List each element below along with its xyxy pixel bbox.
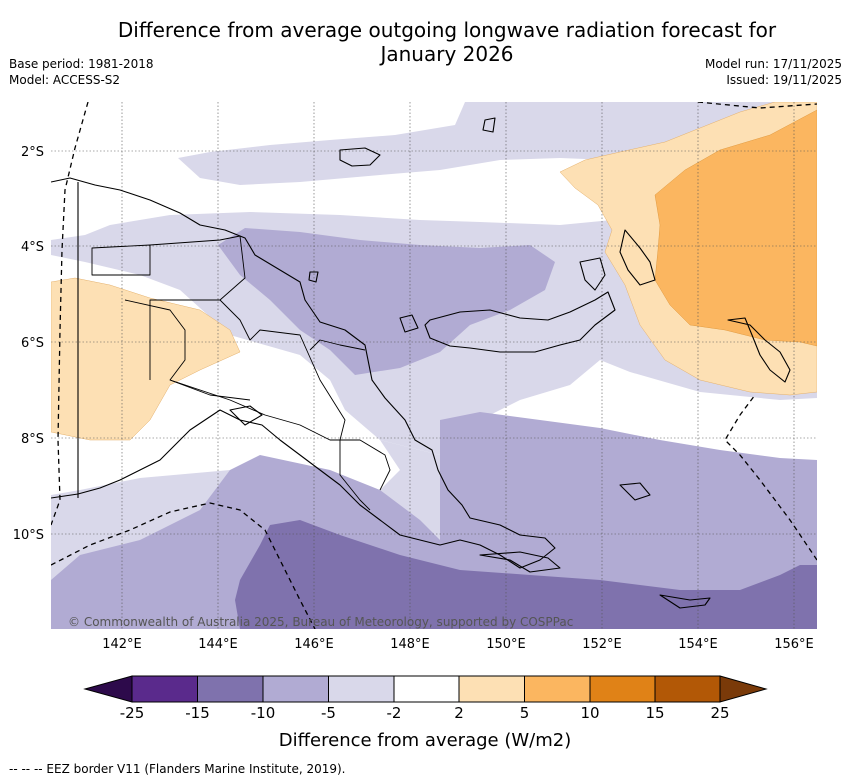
band-neg15-neg10 bbox=[235, 520, 817, 629]
colorbar-tick: 25 bbox=[710, 704, 730, 722]
lat-label: 4°S bbox=[21, 240, 44, 255]
lon-label: 148°E bbox=[390, 637, 430, 652]
meta-right: Model run: 17/11/2025 Issued: 19/11/2025 bbox=[705, 56, 842, 88]
colorbar-tick: 15 bbox=[645, 704, 665, 722]
title-line-2: January 2026 bbox=[380, 42, 514, 66]
model-run: Model run: 17/11/2025 bbox=[704, 57, 842, 71]
band-neg10-neg5-central bbox=[218, 228, 555, 375]
colorbar-tick: -10 bbox=[250, 704, 276, 722]
colorbar-segment bbox=[524, 675, 591, 703]
colorbar-tick: 10 bbox=[580, 704, 600, 722]
colorbar-tick: -2 bbox=[386, 704, 402, 722]
colorbar-tick: -15 bbox=[185, 704, 210, 722]
model-name: Model: ACCESS-S2 bbox=[9, 73, 121, 87]
lat-labels: 2°S 4°S 6°S 8°S 10°S bbox=[13, 145, 44, 543]
colorbar bbox=[83, 675, 768, 703]
colorbar-label: Difference from average (W/m2) bbox=[278, 730, 572, 751]
colorbar-arrow-high bbox=[719, 675, 768, 703]
colorbar-tick: 2 bbox=[454, 704, 464, 722]
lat-label: 8°S bbox=[21, 432, 44, 447]
colorbar-segment bbox=[197, 675, 264, 703]
lat-label: 10°S bbox=[13, 528, 44, 543]
lon-label: 150°E bbox=[486, 637, 526, 652]
eez-footnote: -- -- -- EEZ border V11 (Flanders Marine… bbox=[9, 762, 346, 776]
colorbar-segment bbox=[131, 675, 198, 703]
lon-label: 156°E bbox=[774, 637, 814, 652]
lon-label: 146°E bbox=[294, 637, 334, 652]
band-neutral-north bbox=[51, 102, 640, 240]
meta-left: Base period: 1981-2018 Model: ACCESS-S2 bbox=[9, 56, 154, 88]
colorbar-segment bbox=[458, 675, 525, 703]
issued-date: Issued: 19/11/2025 bbox=[726, 73, 842, 87]
lat-label: 2°S bbox=[21, 145, 44, 160]
colorbar-tick: -5 bbox=[321, 704, 336, 722]
title-line-1: Difference from average outgoing longwav… bbox=[117, 18, 777, 42]
lon-label: 152°E bbox=[582, 637, 622, 652]
colorbar-segment bbox=[393, 675, 460, 703]
colorbar-segment bbox=[262, 675, 329, 703]
colorbar-arrow-low bbox=[83, 675, 133, 703]
gridlines bbox=[51, 102, 817, 629]
colorbar-segment bbox=[654, 675, 721, 703]
lon-labels: 142°E 144°E 146°E 148°E 150°E 152°E 154°… bbox=[102, 637, 814, 652]
copyright-text: © Commonwealth of Australia 2025, Bureau… bbox=[68, 615, 573, 629]
band-neg10-neg5-south bbox=[51, 412, 817, 629]
lon-label: 142°E bbox=[102, 637, 142, 652]
band-pos2-5-west bbox=[51, 277, 241, 441]
colorbar-tick: 5 bbox=[519, 704, 530, 722]
eez-borders bbox=[51, 102, 817, 629]
lon-label: 144°E bbox=[198, 637, 238, 652]
map-area bbox=[51, 102, 817, 629]
colorbar-tick: -25 bbox=[119, 704, 145, 722]
lat-label: 6°S bbox=[21, 336, 44, 351]
chart-title: Difference from average outgoing longwav… bbox=[0, 18, 850, 66]
base-period: Base period: 1981-2018 bbox=[9, 57, 154, 71]
colorbar-segment bbox=[328, 675, 395, 703]
lon-label: 154°E bbox=[678, 637, 718, 652]
coastlines bbox=[51, 117, 791, 609]
colorbar-segment bbox=[589, 675, 656, 703]
